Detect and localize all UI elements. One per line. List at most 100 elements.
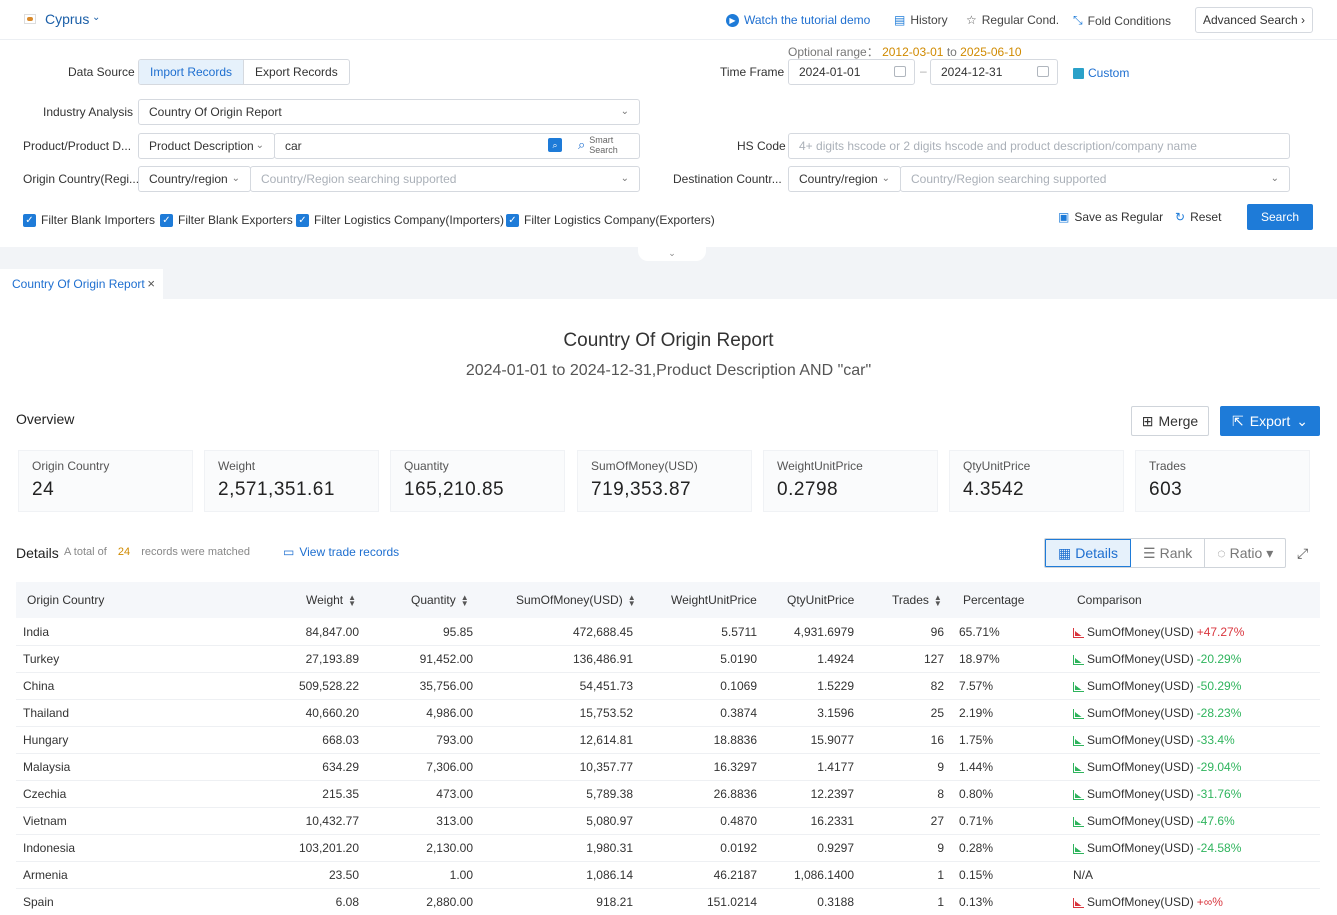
merge-button[interactable]: ⊞ Merge	[1131, 406, 1209, 436]
cell-sum: 15,753.52	[579, 706, 633, 720]
date-from-input[interactable]: 2024-01-01	[788, 59, 915, 85]
time-frame-label: Time Frame	[720, 65, 785, 79]
table-row[interactable]: Thailand 40,660.20 4,986.00 15,753.52 0.3874…	[16, 700, 1320, 727]
industry-analysis-select[interactable]: Country Of Origin Report ⌄	[138, 99, 640, 125]
filter-logistics-exporters-checkbox[interactable]: ✓ Filter Logistics Company(Exporters)	[506, 213, 715, 227]
table-row[interactable]: Hungary 668.03 793.00 12,614.81 18.8836 15.90…	[16, 727, 1320, 754]
star-icon: ☆	[966, 13, 977, 27]
col-trades[interactable]: Trades ▲ ▼	[892, 592, 942, 608]
comparison-label: SumOfMoney(USD)	[1087, 895, 1194, 909]
cell-wup: 0.1069	[720, 679, 757, 693]
country-selector[interactable]: Cyprus	[45, 11, 90, 27]
cell-sum: 10,357.77	[579, 760, 633, 774]
data-source-toggle[interactable]: Import Records Export Records	[138, 59, 350, 85]
regular-cond-link[interactable]: ☆ Regular Cond.	[966, 13, 1059, 27]
product-type-select[interactable]: Product Description ⌄	[138, 133, 275, 159]
ratio-view-label: Ratio	[1229, 545, 1263, 561]
origin-country-input[interactable]: Country/Region searching supported ⌄	[250, 166, 640, 192]
chevron-down-icon[interactable]: ⌄	[92, 12, 101, 23]
origin-country-placeholder: Country/Region searching supported	[261, 172, 457, 186]
view-mode-toggle[interactable]: ▦ Details ☰ Rank ◌ Ratio ▾	[1044, 538, 1287, 568]
stat-label: SumOfMoney(USD)	[591, 459, 698, 473]
export-records-option[interactable]: Export Records	[255, 65, 338, 79]
rank-view-button[interactable]: ☰ Rank	[1131, 539, 1206, 567]
col-sum-of-money[interactable]: SumOfMoney(USD) ▲ ▼	[516, 592, 636, 608]
watch-tutorial-link[interactable]: ▶ Watch the tutorial demo	[726, 13, 870, 27]
details-view-button[interactable]: ▦ Details	[1045, 539, 1132, 567]
origin-type-select[interactable]: Country/region ⌄	[138, 166, 251, 192]
cell-sum: 136,486.91	[572, 652, 633, 666]
smart-search-button[interactable]: ⌕ Smart Search	[578, 135, 618, 155]
top-bar: Cyprus ⌄ ▶ Watch the tutorial demo ▤ His…	[0, 0, 1337, 40]
advanced-search-button[interactable]: Advanced Search ›	[1195, 7, 1313, 33]
table-row[interactable]: India 84,847.00 95.85 472,688.45 5.5711 4,931…	[16, 619, 1320, 646]
table-row[interactable]: Turkey 27,193.89 91,452.00 136,486.91 5.0190…	[16, 646, 1320, 673]
export-button[interactable]: ⇱ Export ⌄	[1220, 406, 1320, 436]
collapse-panel-toggle[interactable]: ⌄	[638, 247, 706, 261]
cell-comparison: SumOfMoney(USD) -33.4%	[1073, 727, 1235, 754]
comparison-value: -50.29%	[1196, 679, 1242, 693]
table-row[interactable]: Indonesia 103,201.20 2,130.00 1,980.31 0.019…	[16, 835, 1320, 862]
comparison-value: -31.76%	[1196, 787, 1242, 801]
destination-type-select[interactable]: Country/region ⌄	[788, 166, 901, 192]
merge-icon: ⊞	[1141, 412, 1154, 429]
rank-view-label: Rank	[1159, 545, 1193, 561]
cell-pct: 0.15%	[959, 868, 994, 882]
stat-label: WeightUnitPrice	[777, 459, 863, 473]
cell-wup: 46.2187	[713, 868, 757, 882]
caret-down-icon: ▾	[1266, 545, 1274, 561]
cell-sum: 1,980.31	[586, 841, 633, 855]
col-quantity[interactable]: Quantity ▲ ▼	[411, 592, 469, 608]
tab-country-of-origin-report[interactable]: Country Of Origin Report ×	[0, 269, 163, 299]
history-link[interactable]: ▤ History	[894, 13, 948, 27]
fullscreen-icon[interactable]: ⤢	[1297, 545, 1309, 561]
cell-wup: 26.8836	[713, 787, 757, 801]
checkmark-icon: ✓	[160, 213, 173, 227]
stat-label: QtyUnitPrice	[963, 459, 1031, 473]
table-row[interactable]: China 509,528.22 35,756.00 54,451.73 0.1069 1…	[16, 673, 1320, 700]
stat-value: 165,210.85	[404, 479, 505, 500]
reset-button[interactable]: ↻ Reset	[1175, 210, 1221, 224]
cell-trades: 1	[937, 895, 944, 909]
ratio-view-button[interactable]: ◌ Ratio ▾	[1205, 539, 1285, 567]
table-row[interactable]: Czechia 215.35 473.00 5,789.38 26.8836 12.239…	[16, 781, 1320, 808]
product-label: Product/Product D...	[23, 139, 132, 153]
cell-quantity: 793.00	[436, 733, 473, 747]
destination-country-input[interactable]: Country/Region searching supported ⌄	[900, 166, 1290, 192]
table-row[interactable]: Malaysia 634.29 7,306.00 10,357.77 16.3297 1.…	[16, 754, 1320, 781]
col-weight[interactable]: Weight ▲ ▼	[306, 592, 357, 608]
trend-down-icon	[1073, 708, 1084, 719]
cell-weight: 509,528.22	[298, 679, 359, 693]
comparison-label: SumOfMoney(USD)	[1087, 706, 1194, 720]
stat-card: QtyUnitPrice 4.3542	[949, 450, 1124, 512]
filter-blank-importers-checkbox[interactable]: ✓ Filter Blank Importers	[23, 213, 155, 227]
cell-weight: 23.50	[328, 868, 359, 882]
filter-blank-exporters-checkbox[interactable]: ✓ Filter Blank Exporters	[160, 213, 293, 227]
table-row[interactable]: Armenia 23.50 1.00 1,086.14 46.2187 1,086.140…	[16, 862, 1320, 889]
tab-label: Country Of Origin Report	[12, 277, 145, 291]
chevron-down-icon: ⌄	[620, 173, 629, 184]
stat-card: Quantity 165,210.85	[390, 450, 565, 512]
custom-range-link[interactable]: Custom	[1073, 66, 1129, 80]
close-icon[interactable]: ×	[147, 276, 155, 291]
cell-qup: 1,086.1400	[793, 868, 854, 882]
sort-icon: ▲ ▼	[348, 592, 357, 608]
product-search-input[interactable]: car	[274, 133, 640, 159]
save-as-regular-button[interactable]: ▣ Save as Regular	[1058, 210, 1163, 224]
import-records-option[interactable]: Import Records	[139, 60, 245, 84]
date-separator: –	[920, 64, 927, 78]
table-row[interactable]: Spain 6.08 2,880.00 918.21 151.0214 0.3188 1 0.…	[16, 889, 1320, 915]
table-row[interactable]: Vietnam 10,432.77 313.00 5,080.97 0.4870 16.2…	[16, 808, 1320, 835]
cell-sum: 5,789.38	[586, 787, 633, 801]
chevron-down-icon: ⌄	[620, 106, 629, 117]
filter-logistics-importers-checkbox[interactable]: ✓ Filter Logistics Company(Importers)	[296, 213, 504, 227]
stat-label: Quantity	[404, 459, 449, 473]
date-to-input[interactable]: 2024-12-31	[930, 59, 1058, 85]
view-trade-records-link[interactable]: ▭ View trade records	[283, 545, 399, 559]
search-button[interactable]: Search	[1247, 204, 1313, 230]
image-search-icon[interactable]: ⌕	[548, 138, 562, 152]
sort-icon: ▲ ▼	[627, 592, 636, 608]
cell-country: Hungary	[23, 733, 69, 747]
fold-conditions-link[interactable]: ⤡ Fold Conditions	[1073, 13, 1171, 28]
hs-code-input[interactable]: 4+ digits hscode or 2 digits hscode and …	[788, 133, 1290, 159]
